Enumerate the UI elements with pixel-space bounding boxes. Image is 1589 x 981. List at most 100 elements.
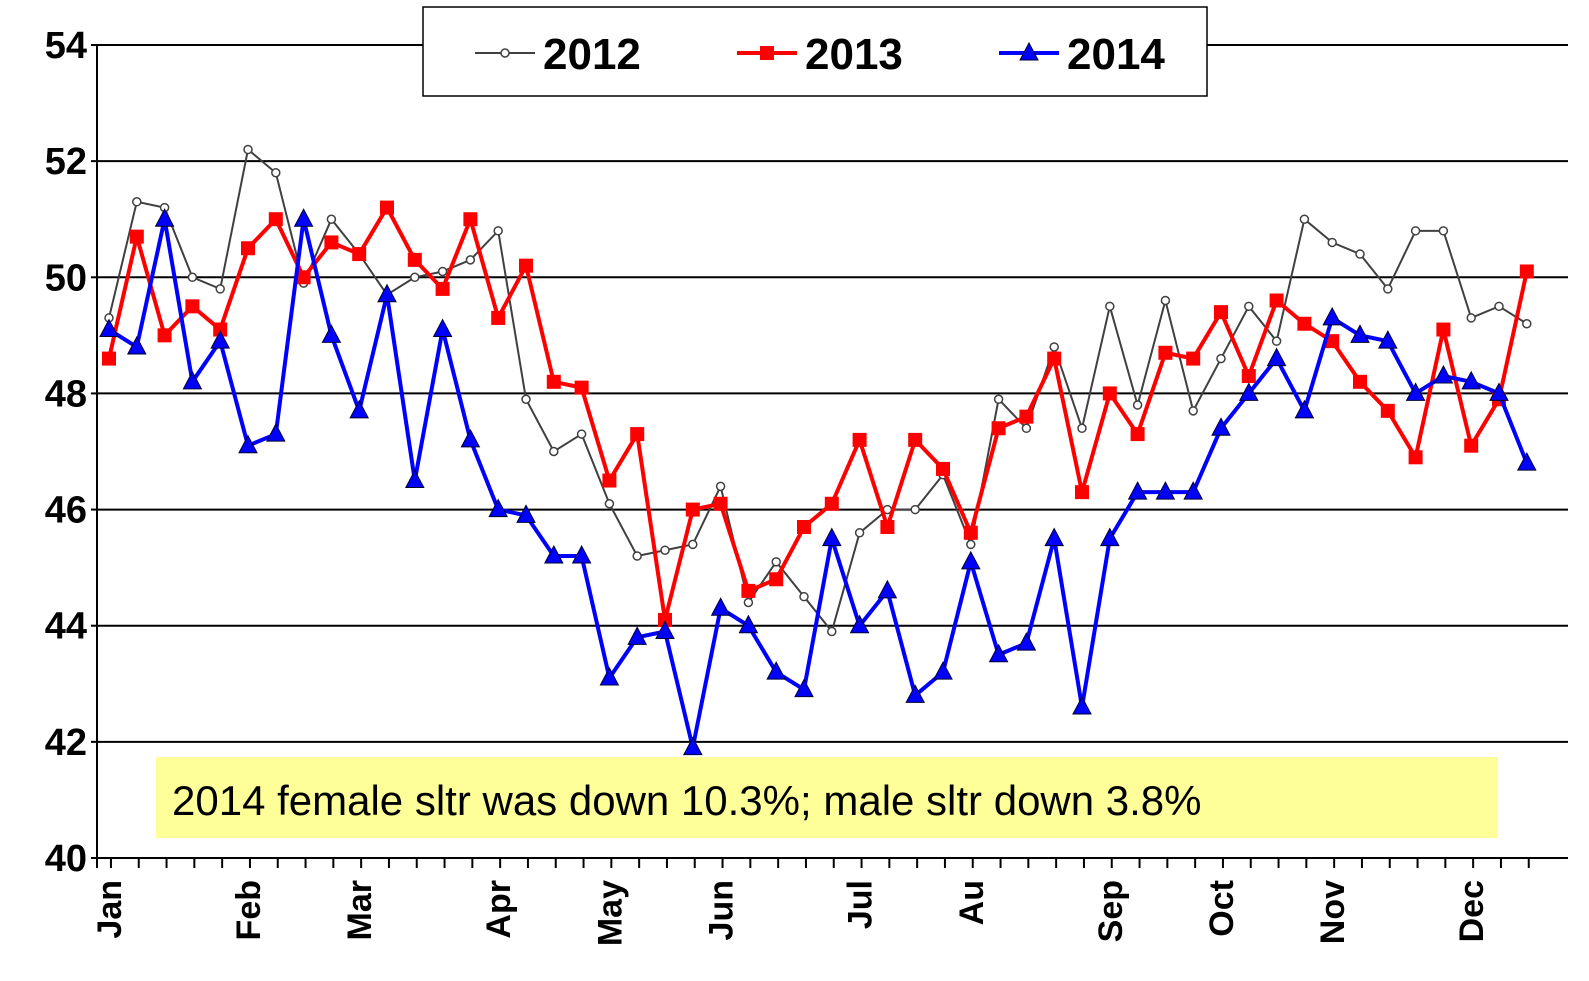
y-tick-label: 54	[45, 25, 87, 67]
point	[1244, 301, 1254, 312]
point	[321, 324, 342, 343]
point	[1294, 399, 1315, 419]
point	[154, 208, 175, 227]
x-tick-label: Apr	[480, 880, 518, 939]
series	[104, 144, 1532, 637]
point	[1380, 403, 1395, 418]
point	[960, 550, 981, 570]
point	[852, 432, 867, 447]
point	[432, 318, 453, 338]
point	[854, 528, 865, 538]
point	[463, 212, 478, 227]
point	[1383, 284, 1393, 294]
x-tick-label: Nov	[1314, 880, 1352, 944]
point	[1049, 342, 1059, 352]
point	[1436, 322, 1451, 337]
point	[215, 284, 225, 294]
point	[1211, 417, 1231, 436]
point	[352, 247, 367, 262]
y-tick-label: 52	[45, 141, 87, 183]
point	[1494, 301, 1504, 312]
point	[991, 421, 1006, 436]
series-line	[107, 218, 1529, 749]
point	[576, 429, 587, 439]
point	[604, 499, 615, 509]
point	[1021, 423, 1032, 434]
point	[349, 399, 370, 419]
point	[1408, 450, 1423, 465]
point	[460, 428, 481, 448]
point	[797, 519, 811, 534]
point	[933, 661, 953, 680]
point	[1160, 295, 1171, 306]
point	[1271, 336, 1282, 346]
point	[182, 370, 203, 390]
legend-marker	[760, 46, 774, 60]
point	[682, 736, 703, 756]
point	[1410, 226, 1421, 236]
point	[769, 572, 784, 587]
annotation: 2014 female sltr was down 10.3%; male sl…	[172, 777, 1202, 824]
point	[880, 519, 895, 534]
legend-marker	[500, 48, 510, 58]
y-tick-label: 42	[45, 722, 87, 764]
point	[1433, 364, 1454, 384]
point	[713, 496, 728, 511]
x-tick-label: Jul	[842, 880, 880, 929]
y-tick-label: 50	[45, 257, 87, 299]
point	[271, 168, 281, 178]
point	[377, 283, 397, 303]
point	[493, 226, 503, 236]
legend-label: 2014	[1067, 30, 1165, 79]
legend-box	[422, 6, 1208, 97]
point	[794, 678, 814, 698]
y-tick-label: 48	[45, 373, 87, 415]
point	[741, 583, 756, 598]
point	[488, 498, 509, 518]
point	[1405, 382, 1426, 401]
point	[963, 525, 978, 540]
point	[1350, 324, 1370, 343]
point	[1102, 386, 1117, 401]
point	[241, 241, 255, 256]
point	[688, 539, 698, 550]
point	[407, 252, 422, 267]
point	[1016, 632, 1037, 651]
point	[1461, 370, 1482, 390]
point	[238, 434, 258, 454]
point	[1299, 214, 1310, 224]
point	[630, 427, 645, 442]
point	[910, 504, 920, 515]
point	[1438, 226, 1449, 236]
point	[1047, 351, 1062, 366]
point	[877, 579, 898, 599]
point	[1214, 305, 1228, 320]
legend-label: 2012	[543, 30, 641, 79]
point	[1464, 438, 1479, 453]
x-tick-label: Jan	[91, 880, 129, 939]
point	[1355, 249, 1365, 259]
point	[1325, 334, 1340, 349]
point	[632, 551, 642, 561]
point	[993, 394, 1004, 404]
point	[1075, 485, 1089, 500]
x-tick-label: May	[591, 880, 629, 946]
point	[571, 544, 592, 564]
point	[738, 614, 759, 634]
point	[574, 380, 589, 395]
point	[296, 270, 311, 285]
point	[936, 461, 950, 476]
point	[602, 473, 617, 488]
point	[187, 272, 198, 283]
legend-label: 2013	[805, 30, 903, 79]
point	[824, 496, 839, 511]
point	[549, 446, 559, 457]
point	[1188, 406, 1198, 416]
point	[1158, 345, 1173, 360]
point	[519, 258, 533, 273]
legend: 2012 2013 2014	[422, 6, 1208, 97]
point	[1132, 400, 1143, 410]
point	[546, 374, 561, 389]
point	[132, 197, 142, 207]
point	[715, 481, 726, 492]
